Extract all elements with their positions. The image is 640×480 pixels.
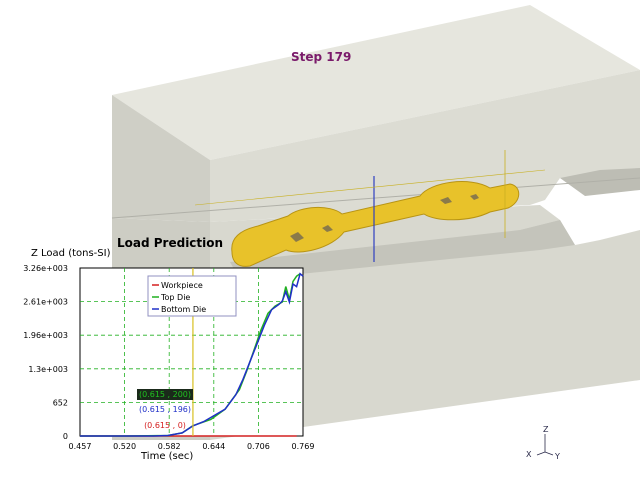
- axis-z-label: Z: [543, 425, 549, 434]
- x-tick-label: 0.457: [69, 442, 92, 451]
- x-tick-label: 0.644: [202, 442, 225, 451]
- axis-triad-lines: [536, 434, 554, 456]
- top-die-cavity-shadow: [560, 168, 640, 196]
- series-line-bottom-die: [80, 272, 304, 437]
- top-die-front-face: [112, 95, 210, 222]
- y-tick-label: 1.96e+003: [23, 331, 68, 340]
- y-tick-label: 652: [53, 398, 68, 407]
- axis-x-label: X: [526, 450, 532, 459]
- x-tick-label: 0.520: [113, 442, 136, 451]
- chart-title: Load Prediction: [117, 236, 224, 250]
- y-tick-label: 3.26e+003: [23, 264, 68, 273]
- x-tick-label: 0.582: [158, 442, 181, 451]
- workpiece: [231, 181, 520, 267]
- legend-entry: Top Die: [160, 293, 190, 302]
- legend-entry: Workpiece: [161, 281, 203, 290]
- cursor-value-label: (0.615 , 0): [144, 421, 186, 430]
- x-tick-label: 0.769: [292, 442, 315, 451]
- bottom-die-cavity: [230, 220, 575, 280]
- x-tick-label: 0.706: [247, 442, 270, 451]
- annotation-box: [137, 389, 193, 400]
- axis-y-label: Y: [555, 452, 560, 461]
- x-axis-label: Time (sec): [141, 451, 194, 462]
- top-die-side-face: [210, 70, 640, 222]
- step-indicator: Step 179: [291, 50, 352, 64]
- y-tick-label: 1.3e+003: [28, 365, 68, 374]
- y-tick-label: 2.61e+003: [23, 298, 68, 307]
- legend-box: [147, 275, 237, 317]
- die-axis-marker-2: [194, 169, 546, 206]
- parting-line: [111, 177, 640, 219]
- legend-entry: Bottom Die: [161, 305, 206, 314]
- cursor-value-label: (0.615 , 196): [139, 405, 191, 414]
- top-die-top-face: [112, 5, 640, 160]
- axis-triad: Z X Y: [520, 422, 570, 462]
- y-tick-label: 0: [63, 432, 68, 441]
- cursor-value-label: (0.615 , 200): [139, 390, 191, 399]
- y-axis-label: Z Load (tons-SI): [31, 248, 111, 259]
